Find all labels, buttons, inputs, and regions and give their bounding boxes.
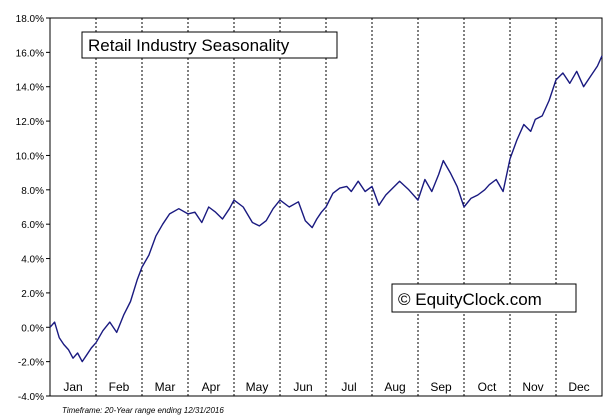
- x-tick-label-sep: Sep: [430, 380, 452, 394]
- y-tick-label: 16.0%: [16, 48, 44, 59]
- chart-title-box: Retail Industry Seasonality: [81, 31, 338, 59]
- x-tick-label-oct: Oct: [478, 380, 497, 394]
- y-axis-ticks: -4.0% -2.0% 0.0% 2.0% 4.0% 6.0% 8.0% 10.0% 12.0%…: [16, 14, 50, 403]
- x-tick-label-apr: Apr: [202, 380, 221, 394]
- timeframe-footnote: Timeframe: 20-Year range ending 12/31/20…: [62, 406, 224, 415]
- x-tick-label-jul: Jul: [341, 380, 356, 394]
- x-tick-label-nov: Nov: [522, 380, 543, 394]
- watermark-box: © EquityClock.com: [391, 283, 577, 313]
- watermark-text: © EquityClock.com: [398, 290, 542, 309]
- seasonality-series-line: [49, 55, 603, 363]
- plot-area-border: [49, 17, 603, 397]
- y-tick-label: 18.0%: [16, 14, 44, 25]
- y-tick-label: -2.0%: [18, 358, 44, 369]
- y-tick-label: 4.0%: [21, 255, 44, 266]
- x-tick-label-dec: Dec: [568, 380, 589, 394]
- y-tick-label: -4.0%: [18, 392, 44, 403]
- y-tick-label: 8.0%: [21, 186, 44, 197]
- y-tick-label: 10.0%: [16, 151, 44, 162]
- y-tick-label: 6.0%: [21, 220, 44, 231]
- x-tick-label-feb: Feb: [109, 380, 130, 394]
- y-tick-label: 2.0%: [21, 289, 44, 300]
- x-tick-label-jun: Jun: [293, 380, 312, 394]
- x-tick-label-may: May: [246, 380, 269, 394]
- x-tick-label-aug: Aug: [384, 380, 405, 394]
- y-tick-label: 0.0%: [21, 323, 44, 334]
- chart-title: Retail Industry Seasonality: [88, 36, 290, 55]
- y-tick-label: 14.0%: [16, 83, 44, 94]
- x-axis-month-labels: Jan Feb Mar Apr May Jun Jul Aug Sep Oct Nov Dec: [63, 380, 589, 394]
- x-tick-label-jan: Jan: [63, 380, 82, 394]
- x-tick-label-mar: Mar: [155, 380, 176, 394]
- y-tick-label: 12.0%: [16, 117, 44, 128]
